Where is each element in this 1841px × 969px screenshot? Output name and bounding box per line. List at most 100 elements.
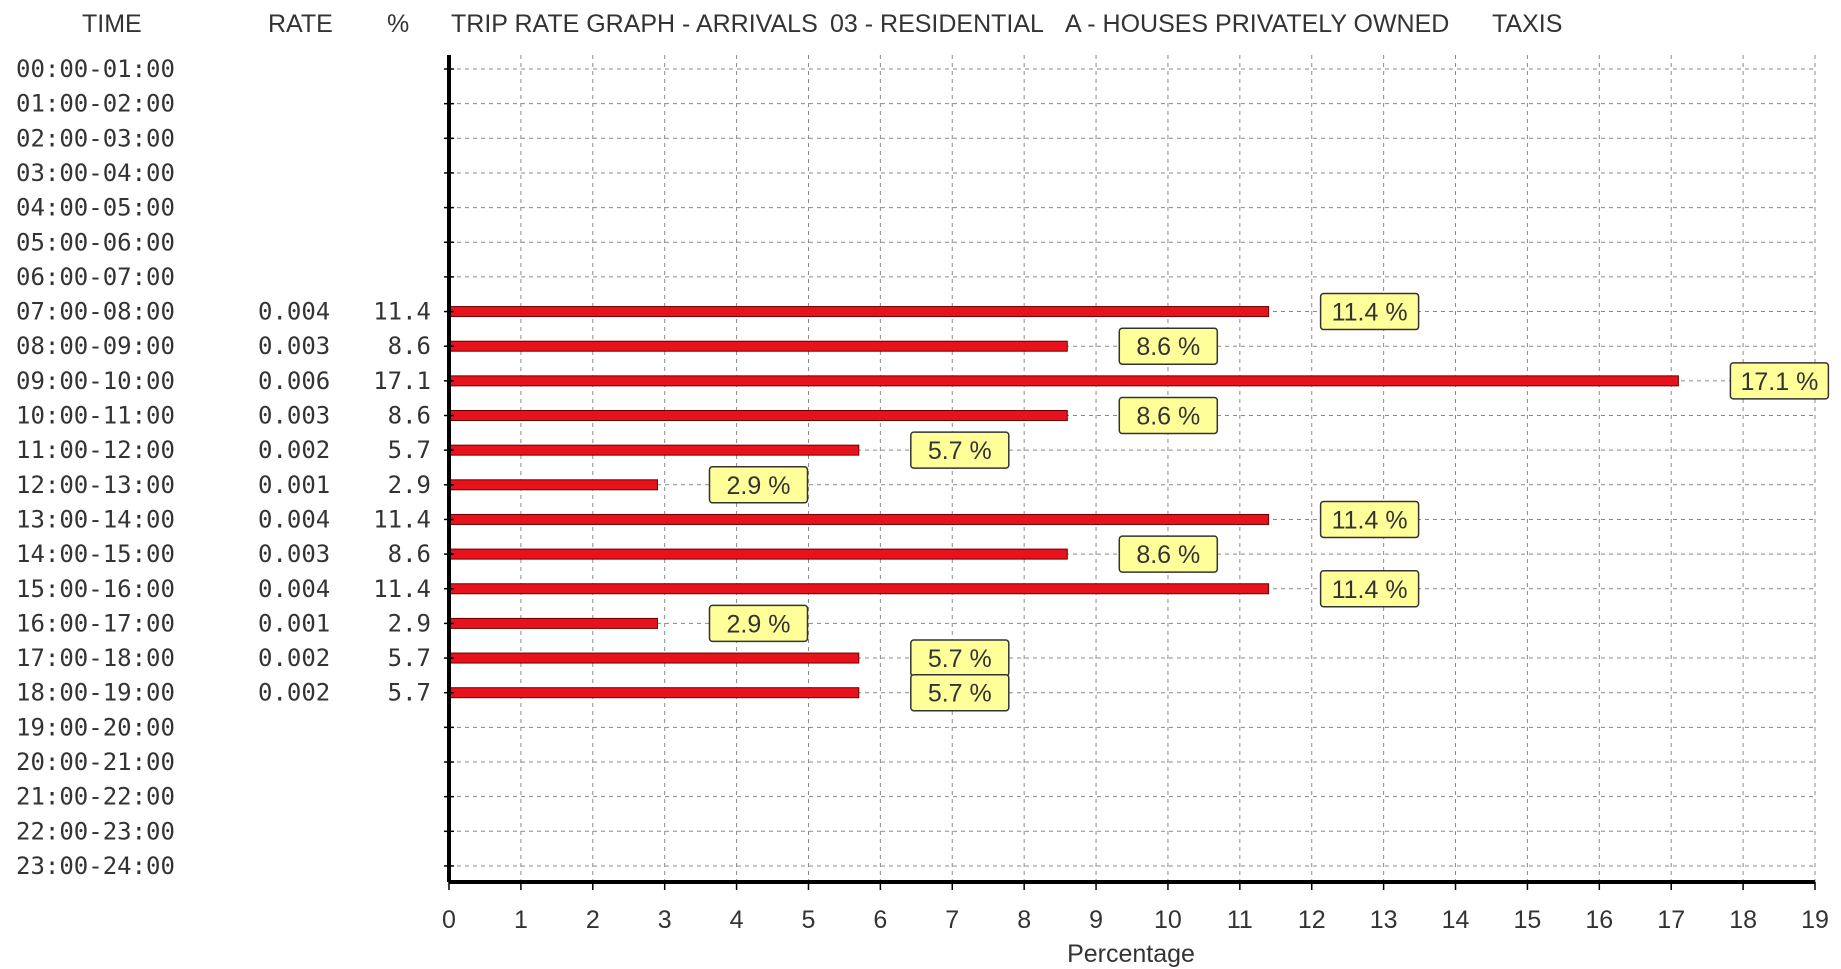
- value-label: 11.4 %: [1332, 576, 1408, 604]
- chart-subcategory: A - HOUSES PRIVATELY OWNED: [1065, 10, 1449, 38]
- value-label: 8.6 %: [1136, 403, 1200, 431]
- value-label: 5.7 %: [928, 437, 992, 465]
- time-cell: 04:00-05:00: [16, 194, 175, 222]
- rate-cell: 0.004: [258, 505, 330, 533]
- rate-cell: 0.002: [258, 679, 330, 707]
- bar: [448, 410, 1068, 421]
- value-label: 17.1 %: [1740, 368, 1818, 396]
- bar-series: [448, 306, 1679, 699]
- axes: [444, 55, 1816, 890]
- x-tick-label: 12: [1298, 906, 1326, 934]
- rate-cell: 0.004: [258, 575, 330, 603]
- x-tick-label: 3: [658, 906, 672, 934]
- bar: [448, 375, 1679, 387]
- time-cell: 20:00-21:00: [16, 748, 175, 776]
- time-cell: 22:00-23:00: [16, 817, 175, 845]
- time-cell: 05:00-06:00: [16, 228, 175, 256]
- value-label-box: [708, 466, 809, 504]
- bar-value-labels: 11.4 % 8.6 % 17.1 % 8.6 % 5.7 % 2.9 % 11.4 % 8.…: [708, 292, 1830, 712]
- rate-cell: 0.006: [258, 367, 330, 395]
- percent-cell: 5.7: [388, 436, 431, 464]
- time-cell: 08:00-09:00: [16, 332, 175, 360]
- value-label-box: [1729, 362, 1830, 400]
- time-cell: 07:00-08:00: [16, 298, 175, 326]
- value-label-box: [1118, 396, 1219, 435]
- value-label-box: [708, 604, 809, 643]
- rate-cell: 0.003: [258, 332, 330, 360]
- x-tick-label: 7: [945, 906, 959, 934]
- time-cell: 02:00-03:00: [16, 124, 175, 152]
- chart-category: 03 - RESIDENTIAL: [830, 10, 1044, 38]
- rate-cell: 0.001: [258, 609, 330, 637]
- time-cell: 17:00-18:00: [16, 644, 175, 672]
- x-tick-label: 14: [1442, 906, 1470, 934]
- rate-cell: 0.002: [258, 644, 330, 672]
- bar: [448, 583, 1270, 595]
- x-tick-label: 8: [1017, 906, 1031, 934]
- bar: [448, 548, 1068, 560]
- data-table: 00:00-01:00 01:00-02:00 02:00-03:00 03:00-0…: [16, 55, 431, 880]
- percent-cell: 5.7: [388, 679, 431, 707]
- percent-cell: 11.4: [373, 575, 431, 603]
- value-label-box: [1319, 500, 1420, 539]
- x-tick-label: 15: [1514, 906, 1542, 934]
- time-column-header: TIME: [82, 10, 142, 38]
- time-cell: 00:00-01:00: [16, 55, 175, 83]
- value-label-box: [1118, 327, 1219, 365]
- grid-lines: [449, 55, 1816, 882]
- percent-cell: 8.6: [388, 540, 431, 568]
- percent-cell: 11.4: [373, 505, 431, 533]
- bar: [448, 513, 1270, 525]
- time-cell: 15:00-16:00: [16, 575, 175, 603]
- percent-cell: 11.4: [373, 298, 431, 326]
- x-tick-label: 9: [1089, 906, 1103, 934]
- value-label-box: [910, 431, 1010, 469]
- x-tick-label: 17: [1657, 906, 1685, 934]
- time-cell: 14:00-15:00: [16, 540, 175, 568]
- value-label: 2.9 %: [727, 472, 791, 500]
- time-cell: 23:00-24:00: [16, 852, 175, 880]
- x-tick-label: 19: [1801, 906, 1829, 934]
- value-label: 11.4 %: [1332, 299, 1408, 327]
- value-label-box: [910, 673, 1010, 712]
- rate-cell: 0.004: [258, 298, 330, 326]
- percent-column-header: %: [387, 10, 409, 38]
- value-label-box: [1319, 292, 1420, 331]
- x-tick-label: 4: [730, 906, 744, 934]
- time-cell: 06:00-07:00: [16, 263, 175, 291]
- chart-title: TRIP RATE GRAPH - ARRIVALS: [451, 10, 818, 38]
- x-tick-label: 0: [442, 906, 456, 934]
- x-tick-label: 13: [1370, 906, 1398, 934]
- time-cell: 01:00-02:00: [16, 90, 175, 118]
- value-label: 5.7 %: [928, 645, 992, 673]
- rate-cell: 0.003: [258, 540, 330, 568]
- x-axis-label: Percentage: [1067, 940, 1195, 968]
- time-cell: 12:00-13:00: [16, 471, 175, 499]
- x-tick-label: 5: [802, 906, 816, 934]
- x-tick-label: 18: [1729, 906, 1757, 934]
- x-tick-label: 10: [1154, 906, 1182, 934]
- percent-cell: 2.9: [388, 471, 431, 499]
- bar: [448, 617, 658, 629]
- time-cell: 21:00-22:00: [16, 783, 175, 811]
- time-cell: 10:00-11:00: [16, 402, 175, 430]
- bar: [448, 687, 860, 699]
- x-tick-labels: 0 1 2 3 4 5 6 7 8 9 10 11 12 13 14 15 16 17 18 19: [442, 906, 1829, 934]
- chart-mode: TAXIS: [1492, 10, 1562, 38]
- x-tick-label: 16: [1585, 906, 1613, 934]
- x-tick-label: 2: [586, 906, 600, 934]
- value-label: 8.6 %: [1136, 333, 1200, 361]
- time-cell: 09:00-10:00: [16, 367, 175, 395]
- rate-column-header: RATE: [268, 10, 333, 38]
- x-tick-label: 11: [1227, 906, 1253, 934]
- bar: [448, 306, 1270, 318]
- bar: [448, 444, 860, 456]
- rate-cell: 0.002: [258, 436, 330, 464]
- bar: [448, 652, 860, 664]
- rate-cell: 0.003: [258, 402, 330, 430]
- x-tick-label: 6: [873, 906, 887, 934]
- value-label-box: [1118, 535, 1219, 573]
- header-row: TIME RATE % TRIP RATE GRAPH - ARRIVALS 0…: [82, 10, 1562, 38]
- time-cell: 18:00-19:00: [16, 679, 175, 707]
